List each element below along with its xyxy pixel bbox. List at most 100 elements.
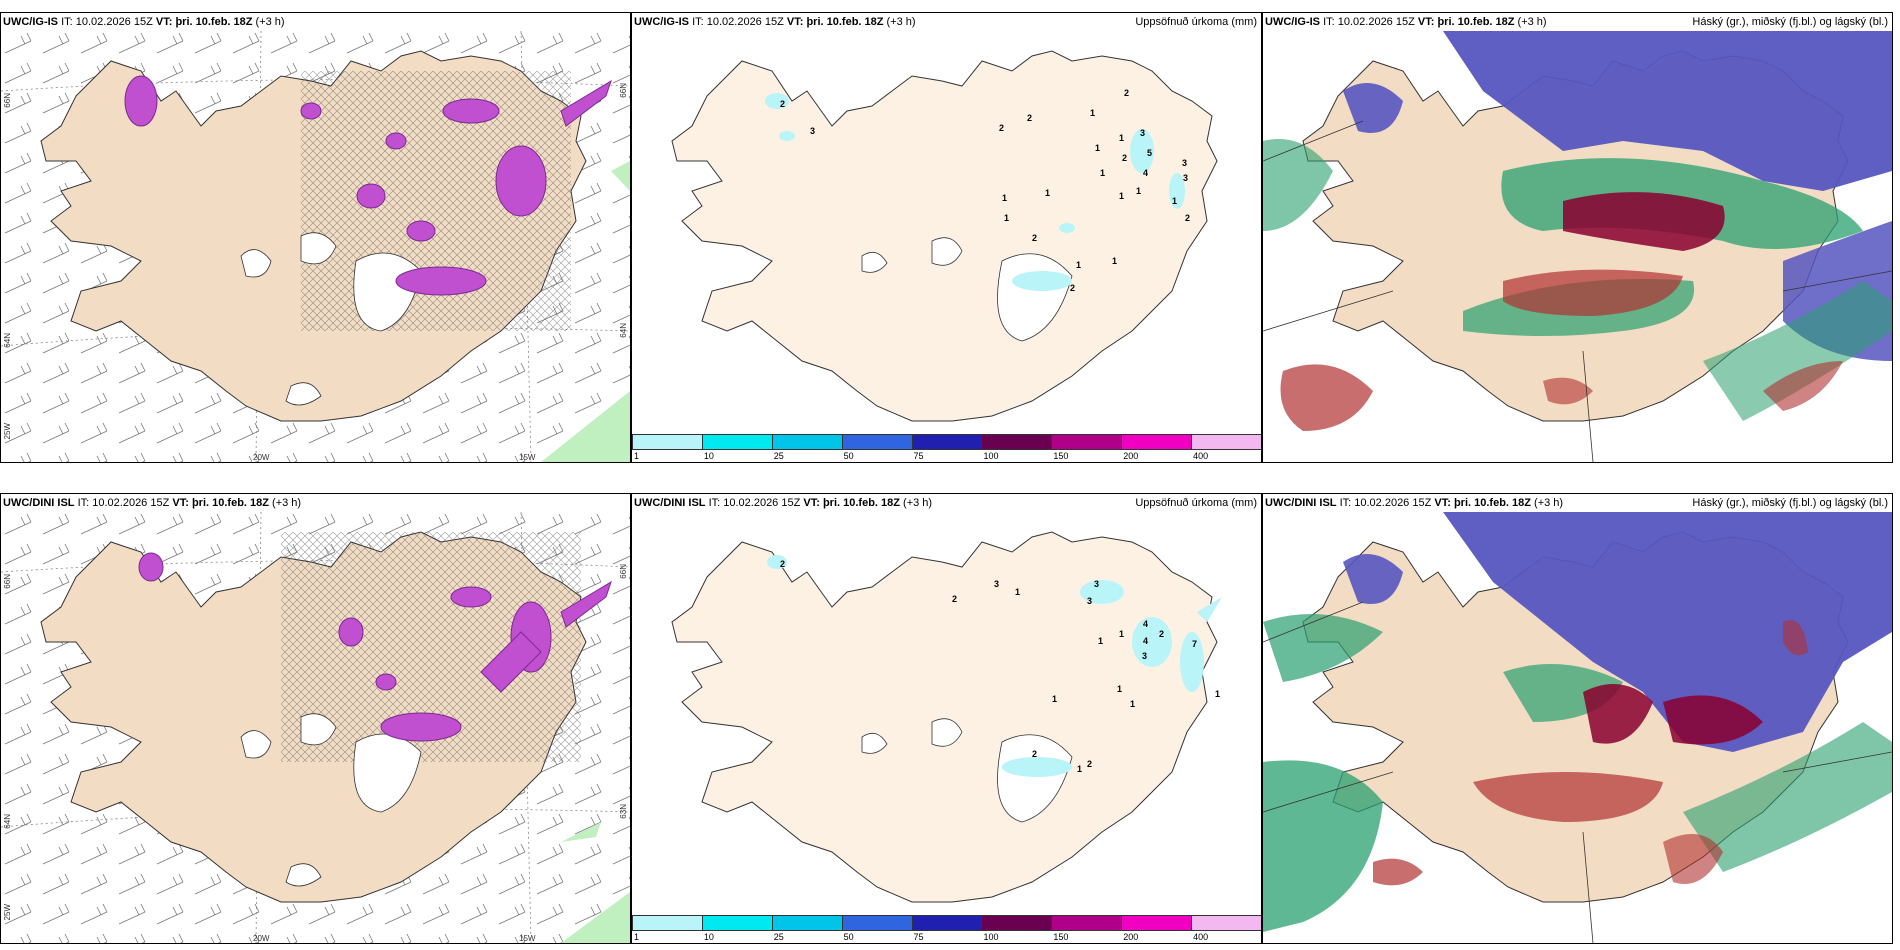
pink-precip (124, 75, 612, 296)
low-cloud (1280, 364, 1373, 431)
it-value: 10.02.2026 15Z (1337, 16, 1415, 28)
panel-header: UWC/DINI ISL IT: 10.02.2026 15Z VT: þri.… (1, 494, 301, 512)
panel-header: UWC/IG-IS IT: 10.02.2026 15Z VT: þri. 10… (632, 13, 916, 31)
legend-tick: 150 (1053, 451, 1069, 461)
precip-value: 7 (1192, 639, 1197, 649)
lat-label: 63N (619, 804, 628, 819)
glacier-patch (240, 730, 272, 759)
legend-box (981, 434, 1053, 450)
precip-title: Uppsöfnuð úrkoma (mm) (1135, 16, 1257, 28)
vt-label: VT: (786, 16, 804, 28)
precip-value: 2 (999, 123, 1004, 133)
precip-value: 5 (1147, 148, 1152, 158)
precip-map-panel-bottom: UWC/DINI ISL IT: 10.02.2026 15Z VT: þri.… (631, 493, 1262, 944)
model-name: UWC/DINI ISL (3, 497, 75, 509)
lat-label: 66N (3, 574, 12, 589)
low-cloud (1663, 834, 1723, 884)
model-name: UWC/DINI ISL (634, 497, 706, 509)
wind-map-panel-top: UWC/IG-IS IT: 10.02.2026 15Z VT: þri. 10… (0, 12, 631, 463)
precip-cyan (767, 555, 1222, 777)
precip-value: 2 (1032, 233, 1037, 243)
vt-label: VT: (172, 497, 189, 509)
cloud-map-panel-bottom: UWC/DINI ISL IT: 10.02.2026 15Z VT: þri.… (1262, 493, 1893, 944)
green-area (561, 892, 630, 943)
precip-value: 1 (1076, 260, 1081, 270)
green-area (541, 391, 630, 462)
legend-box (1191, 434, 1261, 450)
legend-box (1121, 915, 1193, 931)
legend-box (841, 434, 913, 450)
low-cloud (1473, 772, 1663, 822)
pink-precip (138, 552, 612, 742)
wind-map (1, 512, 630, 943)
precip-value: 2 (780, 559, 785, 569)
low-cloud (1543, 377, 1593, 405)
legend-tick: 200 (1123, 932, 1139, 942)
panel-header: UWC/DINI ISL IT: 10.02.2026 15Z VT: þri.… (632, 494, 932, 512)
precip-value: 1 (1004, 213, 1009, 223)
glacier-patch (931, 718, 963, 747)
precip-value: 1 (1098, 636, 1103, 646)
green-area (561, 822, 601, 842)
legend-box (632, 434, 703, 450)
legend-tick: 75 (913, 932, 924, 942)
mid-cloud (1263, 760, 1383, 932)
lead-time: (+3 h) (886, 16, 916, 28)
legend-tick: 10 (703, 451, 714, 461)
vt-value: þri. 10.feb. 18Z (1437, 16, 1515, 28)
precip-value: 2 (1159, 629, 1164, 639)
precip-legend: 1 10 25 50 75 100 150 200 400 (632, 915, 1261, 943)
legend-box (981, 915, 1053, 931)
precip-map: 2 3 2 2 1 2 1 1 3 5 1 2 4 3 1 1 1 3 1 1 … (671, 50, 1218, 422)
precip-value: 3 (1140, 128, 1145, 138)
precip-value: 3 (1183, 173, 1188, 183)
precip-value: 2 (1124, 88, 1129, 98)
precip-value: 4 (1143, 619, 1148, 629)
it-value: 10.02.2026 15Z (75, 16, 153, 28)
vt-label: VT: (1434, 497, 1451, 509)
legend-tick: 25 (773, 451, 784, 461)
it-label: IT: (708, 497, 721, 509)
glacier-patch (285, 863, 322, 887)
precip-value: 1 (1172, 196, 1177, 206)
lon-label: 20W (253, 453, 270, 462)
panel-header: UWC/IG-IS IT: 10.02.2026 15Z VT: þri. 10… (1263, 13, 1547, 31)
precip-value: 2 (1087, 759, 1092, 769)
precip-value: 2 (1027, 113, 1032, 123)
precip-value: 3 (1094, 579, 1099, 589)
low-cloud (1783, 620, 1808, 656)
low-cloud (1563, 192, 1725, 251)
legend-box (701, 915, 773, 931)
vt-label: VT: (803, 497, 820, 509)
precip-value: 3 (994, 579, 999, 589)
legend-box (701, 434, 773, 450)
legend-box (841, 915, 913, 931)
precip-value: 1 (1077, 764, 1082, 774)
glacier-patch (300, 232, 337, 265)
high-cloud (1443, 512, 1892, 752)
precip-value: 1 (1215, 689, 1220, 699)
precip-value: 1 (1119, 191, 1124, 201)
panel-header: UWC/IG-IS IT: 10.02.2026 15Z VT: þri. 10… (1, 13, 285, 31)
cloud-title: Háský (gr.), miðský (fj.bl.) og lágský (… (1692, 497, 1888, 509)
lat-label: 64N (3, 814, 12, 829)
precip-value: 3 (1087, 596, 1092, 606)
precip-value: 3 (1142, 651, 1147, 661)
it-label: IT: (692, 16, 704, 28)
legend-tick: 100 (983, 451, 999, 461)
it-label: IT: (77, 497, 90, 509)
glacier-patch (931, 237, 963, 266)
legend-tick: 100 (983, 932, 999, 942)
precip-cyan (765, 93, 1185, 291)
lead-time: (+3 h) (1534, 497, 1564, 509)
precip-value: 3 (810, 126, 815, 136)
low-cloud (1503, 269, 1683, 316)
legend-tick: 75 (913, 451, 924, 461)
precip-value: 1 (1136, 186, 1141, 196)
it-value: 10.02.2026 15Z (1354, 497, 1432, 509)
precip-value: 2 (952, 594, 957, 604)
precip-value: 1 (1052, 694, 1057, 704)
mid-cloud (1263, 139, 1333, 231)
legend-tick: 10 (703, 932, 714, 942)
precip-value: 1 (1119, 629, 1124, 639)
